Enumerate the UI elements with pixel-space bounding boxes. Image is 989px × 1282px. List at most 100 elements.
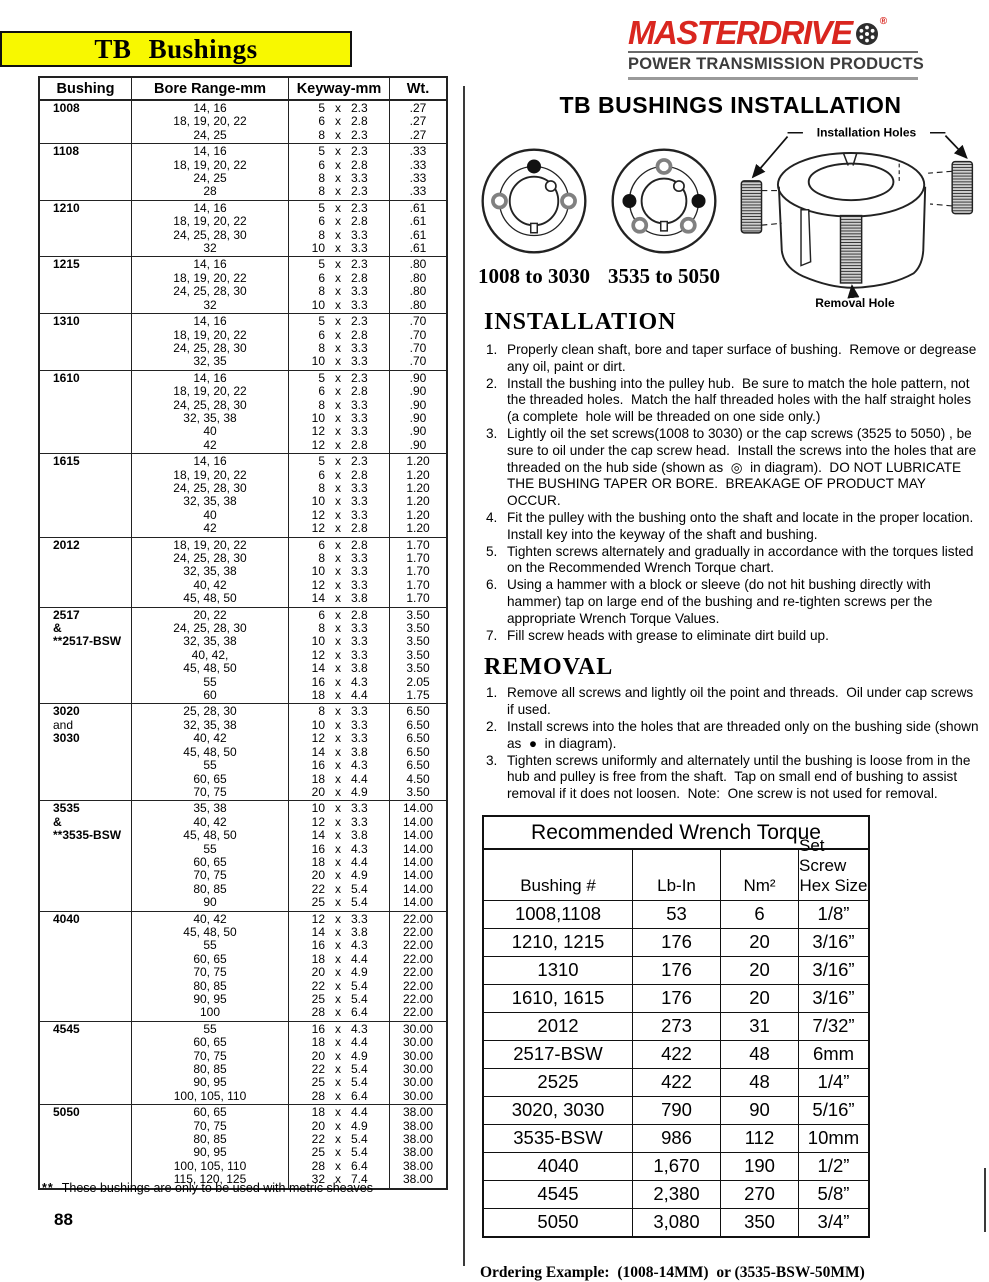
keyway-value: 25 x 5.4 <box>311 1075 368 1090</box>
weight-value: 6.50 <box>406 717 430 732</box>
torque-cell-nm: 190 <box>720 1152 798 1180</box>
column-header-keyway: Keyway-mm <box>289 78 390 99</box>
step-number: 3. <box>486 425 498 441</box>
torque-cell-nm: 90 <box>720 1096 798 1124</box>
weight-value: 1.70 <box>406 564 430 579</box>
keyway-value: 5 x 2.3 <box>318 101 368 115</box>
weight-value: 6.50 <box>406 704 430 719</box>
torque-cell-bushing: 2525 <box>537 1070 579 1092</box>
registered-mark: ® <box>879 16 888 27</box>
bushing-label: 4545 <box>53 1021 80 1036</box>
torque-cell-nm: 31 <box>720 1012 798 1040</box>
keyway-value: 28 x 6.4 <box>311 1005 368 1020</box>
weight-cell: .70.70.70.70 <box>390 314 446 370</box>
bushing-cell: 3535 & **3535-BSW <box>40 801 132 911</box>
bore-cell: 18, 19, 20, 22 24, 25, 28, 30 32, 35, 38 40… <box>132 537 289 607</box>
bore-value: 70, 75 <box>193 868 227 883</box>
keyway-value: 8 x 3.3 <box>318 171 368 186</box>
weight-value: 2.05 <box>406 674 430 689</box>
torque-table: Recommended Wrench Torque Bushing # Lb-I… <box>482 814 870 1238</box>
diagram-range-label-large: 3535 to 5050 <box>608 264 720 288</box>
weight-cell: 14.00 14.00 14.00 14.00 14.00 14.00 14.00 14.00 <box>390 801 446 910</box>
keyway-value: 20 x 4.9 <box>311 1048 368 1063</box>
bushing-label: 4040 <box>53 911 80 926</box>
metric-sheaves-footnote: ** These bushings are only to be used wit… <box>42 1181 373 1195</box>
bore-value: 24, 25, 28, 30 <box>173 340 247 355</box>
weight-value: 3.50 <box>406 607 430 622</box>
bore-value: 40, 42, <box>191 647 229 662</box>
bore-cell: 14, 16 18, 19, 20, 22 24, 25, 28, 30 32, 35… <box>132 454 289 537</box>
step-number: 3. <box>486 752 498 768</box>
weight-cell: 6.50 6.50 6.50 6.50 6.50 4.50 3.50 <box>390 704 446 800</box>
keyway-value: 6 x 2.8 <box>318 157 368 172</box>
bore-value: 40 <box>203 507 217 522</box>
keyway-value: 8 x 3.3 <box>318 340 368 355</box>
keyway-value: 18 x 4.4 <box>311 854 368 869</box>
torque-cell-nm: 20 <box>720 956 798 984</box>
bushing-cell: 5050 <box>40 1105 132 1188</box>
bore-value: 18, 19, 20, 22 <box>173 384 247 399</box>
bore-value: 80, 85 <box>193 1062 227 1077</box>
bore-value: 45, 48, 50 <box>183 828 237 843</box>
torque-cell-hex: 1/4” <box>798 1068 868 1096</box>
torque-cell-lbin: 2,380 <box>632 1180 720 1208</box>
keyway-value: 18 x 4.4 <box>311 771 368 786</box>
weight-value: 22.00 <box>402 951 434 966</box>
weight-value: .27 <box>409 114 427 129</box>
torque-row: 1008,1108 53 6 1/8” <box>484 899 868 928</box>
torque-cell-bushing: 4040 <box>537 1154 579 1176</box>
bore-value: 18, 19, 20, 22 <box>173 270 247 285</box>
bore-value: 55 <box>203 758 217 773</box>
torque-cell-bushing: 1610, 1615 <box>511 986 605 1008</box>
bushing-cell: 1108 <box>40 144 132 200</box>
keyway-value: 18 x 4.4 <box>311 1035 368 1050</box>
bore-value: 24, 25, 28, 30 <box>173 480 247 495</box>
weight-value: 3.50 <box>406 634 430 649</box>
bore-value: 18, 19, 20, 22 <box>173 327 247 342</box>
torque-row: 2517-BSW 422 48 6mm <box>484 1039 868 1068</box>
keyway-value: 10 x 3.3 <box>311 241 368 256</box>
weight-value: .90 <box>409 410 427 425</box>
bushing-label: 2012 <box>53 537 80 552</box>
keyway-value: 10 x 3.3 <box>311 297 368 312</box>
torque-cell-hex: 7/32” <box>798 1012 868 1040</box>
torque-cell-lbin: 986 <box>632 1124 720 1152</box>
torque-cell-hex: 6mm <box>798 1040 868 1068</box>
torque-cell-lbin: 176 <box>632 984 720 1012</box>
keyway-cell: 5 x 2.3 6 x 2.8 8 x 3.3 10 x 3.3 <box>289 257 390 314</box>
keyway-value: 10 x 3.3 <box>311 717 368 732</box>
weight-value: 14.00 <box>402 814 434 829</box>
bore-value: 32 <box>203 241 217 256</box>
weight-value: 22.00 <box>402 978 434 993</box>
bore-value: 24, 25, 28, 30 <box>173 284 247 299</box>
bore-value: 18, 19, 20, 22 <box>173 214 247 229</box>
keyway-value: 6 x 2.8 <box>318 114 368 129</box>
weight-cell: 22.00 22.00 22.00 22.00 22.00 22.00 22.00 22.00 <box>390 912 446 1021</box>
bushing-cell: 1210 <box>40 200 132 257</box>
bore-value: 70, 75 <box>193 1118 227 1133</box>
bore-cell: 14, 16 18, 19, 20, 22 24, 25, 28, 30 32 <box>132 200 289 257</box>
bore-value: 90, 95 <box>193 992 227 1006</box>
keyway-value: 12 x 2.8 <box>311 437 368 452</box>
weight-value: 22.00 <box>402 1005 434 1020</box>
torque-row: 3020, 3030 790 90 5/16” <box>484 1095 868 1124</box>
bushing-label: 2517 <box>53 607 80 622</box>
bushing-table-body: 1008 14, 16 18, 19, 20, 22 24, 25 5 x 2.3 6 x 2.8… <box>40 101 446 1188</box>
table-row: 4040 40, 42 45, 48, 50 55 60, 65 70, 75 80, 85… <box>40 911 446 1022</box>
keyway-value: 12 x 3.3 <box>311 731 368 746</box>
installation-holes-label: Installation Holes <box>817 126 917 140</box>
keyway-value: 32 x 7.4 <box>311 1172 368 1187</box>
bushing-label: 3030 <box>53 731 80 746</box>
bore-value: 60, 65 <box>193 854 227 869</box>
weight-value: 14.00 <box>402 881 434 896</box>
bore-value: 24, 25, 28, 30 <box>173 621 247 636</box>
bore-value: 40 <box>203 424 217 439</box>
weight-cell: .27.27.27 <box>390 101 446 143</box>
weight-value: .70 <box>409 354 427 369</box>
footnote-text: These bushings are only to be used with … <box>61 1181 374 1195</box>
torque-cell-nm: 20 <box>720 984 798 1012</box>
bushing-cell: 1310 <box>40 314 132 370</box>
weight-value: 14.00 <box>402 828 434 843</box>
installation-section-title: TB BUSHINGS INSTALLATION <box>559 92 902 118</box>
bore-value: 45, 48, 50 <box>183 744 237 759</box>
